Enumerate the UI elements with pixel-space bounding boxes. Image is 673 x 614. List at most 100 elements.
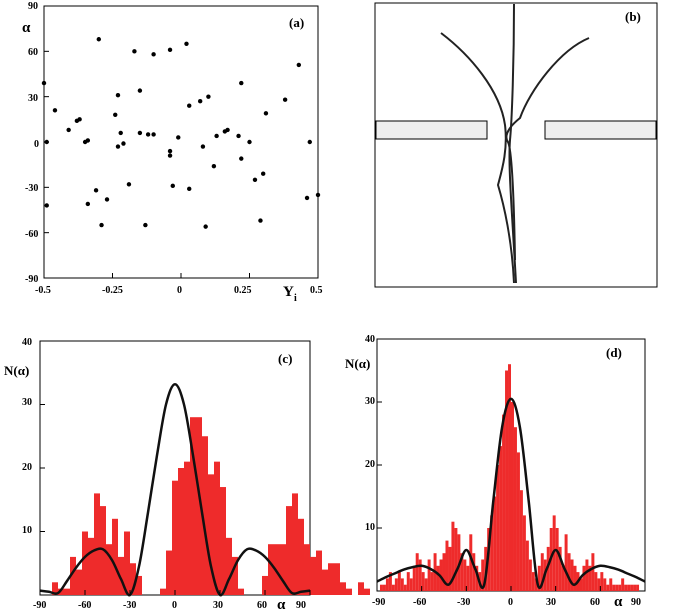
panel-a-ylabel: α	[22, 20, 31, 36]
panel-c-xtick-m60: -60	[78, 600, 91, 611]
histogram-bar	[118, 556, 124, 595]
histogram-bar	[310, 556, 316, 595]
panel-a-xtick-0: 0	[177, 285, 182, 296]
histogram-bar	[513, 427, 517, 591]
scatter-point	[96, 37, 102, 42]
panel-d-xtick-90: 90	[631, 597, 641, 608]
histogram-bar	[424, 578, 428, 591]
panel-d-xlabel: α	[614, 594, 623, 610]
scatter-point	[77, 117, 82, 122]
panel-c-ytick-20: 20	[22, 462, 32, 473]
histogram-bar	[609, 578, 613, 591]
histogram-bar	[621, 578, 625, 591]
scatter-point	[187, 103, 192, 108]
panel-a-ytick-30: 30	[28, 93, 38, 104]
panel-a: (a) α Y i 90 60 30 0 -30 -60 -90 -0.5 -0…	[22, 1, 323, 304]
panel-a-ytick-m30: -30	[25, 183, 38, 194]
scatter-point	[93, 188, 99, 193]
panel-a-tag: (a)	[289, 15, 304, 30]
scatter-point	[239, 80, 244, 86]
histogram-bar	[391, 584, 395, 591]
panel-c-ticks	[39, 340, 311, 595]
histogram-bar	[591, 553, 595, 591]
histogram-bar	[202, 436, 208, 595]
scatter-point	[151, 52, 156, 57]
histogram-bar	[579, 578, 583, 591]
scatter-point	[44, 139, 49, 145]
panel-d-xtick-0: 0	[508, 597, 513, 608]
histogram-bar	[190, 417, 196, 595]
histogram-bar	[588, 565, 592, 591]
histogram-bar	[561, 565, 565, 591]
histogram-bar	[292, 493, 298, 595]
histogram-bar	[460, 553, 464, 591]
histogram-bar	[364, 588, 370, 595]
scatter-point	[113, 112, 118, 118]
scatter-point	[200, 144, 206, 149]
histogram-bar	[388, 572, 392, 591]
histogram-bar	[481, 559, 485, 591]
histogram-bar	[531, 572, 535, 591]
trajectory-straight	[508, 3, 517, 284]
histogram-bar	[88, 537, 94, 595]
scatter-point	[52, 108, 58, 113]
histogram-bar	[76, 569, 82, 595]
left-barrier	[375, 120, 488, 140]
panel-a-xtick-m025: -0.25	[102, 285, 123, 296]
histogram-bar	[415, 553, 419, 591]
histogram-bar	[448, 546, 452, 591]
scatter-point	[99, 222, 104, 228]
scatter-point	[282, 97, 288, 102]
histogram-bar	[537, 565, 541, 591]
panel-a-ytick-60: 60	[28, 47, 38, 58]
panel-c-xtick-90: 90	[296, 600, 306, 611]
panel-d: (d) N(α) α 40 30 20 10 -90 -60 -30 0 30 …	[345, 334, 646, 610]
histogram-bar	[421, 572, 425, 591]
histogram-bar	[430, 572, 434, 591]
panel-c-fit-curve	[39, 382, 311, 597]
scatter-point	[121, 141, 126, 146]
histogram-bar	[555, 528, 559, 591]
panel-c-xtick-60: 60	[257, 600, 267, 611]
panel-c-xtick-m90: -90	[33, 600, 46, 611]
panel-d-xtick-m60: -60	[413, 597, 426, 608]
histogram-bar	[558, 546, 562, 591]
histogram-bar	[451, 521, 455, 591]
histogram-bar	[499, 446, 503, 591]
histogram-bar	[442, 553, 446, 591]
histogram-bar	[525, 540, 529, 591]
scatter-point	[137, 130, 143, 136]
scatter-point	[132, 49, 137, 54]
histogram-bar	[406, 572, 410, 591]
panel-d-xtick-m30: -30	[457, 597, 470, 608]
scatter-point	[143, 222, 148, 228]
scatter-point	[126, 182, 132, 187]
histogram-bar	[214, 461, 220, 595]
histogram-bar	[274, 544, 280, 595]
histogram-bar	[64, 588, 70, 595]
histogram-bar	[166, 550, 172, 595]
scatter-point	[167, 148, 173, 154]
histogram-bar	[546, 546, 550, 591]
panel-c-ytick-10: 10	[22, 525, 32, 536]
histogram-bar	[409, 578, 413, 591]
histogram-bar	[496, 465, 500, 591]
histogram-bar	[358, 582, 364, 595]
panel-c-ytick-30: 30	[22, 397, 32, 408]
scatter-point	[197, 99, 203, 104]
histogram-bar	[412, 565, 416, 591]
panel-c-xtick-0: 0	[172, 600, 177, 611]
panel-a-xtick-05: 0.5	[310, 285, 323, 296]
right-barrier	[544, 120, 657, 140]
scatter-point	[187, 186, 192, 192]
scatter-point	[252, 177, 258, 182]
histogram-bar	[573, 565, 577, 591]
histogram-bar	[328, 563, 334, 595]
histogram-bar	[220, 487, 226, 595]
scatter-point	[307, 139, 312, 145]
histogram-bar	[463, 559, 467, 591]
histogram-bar	[454, 528, 458, 591]
panel-d-ytick-20: 20	[365, 459, 375, 470]
histogram-bar	[627, 584, 631, 591]
